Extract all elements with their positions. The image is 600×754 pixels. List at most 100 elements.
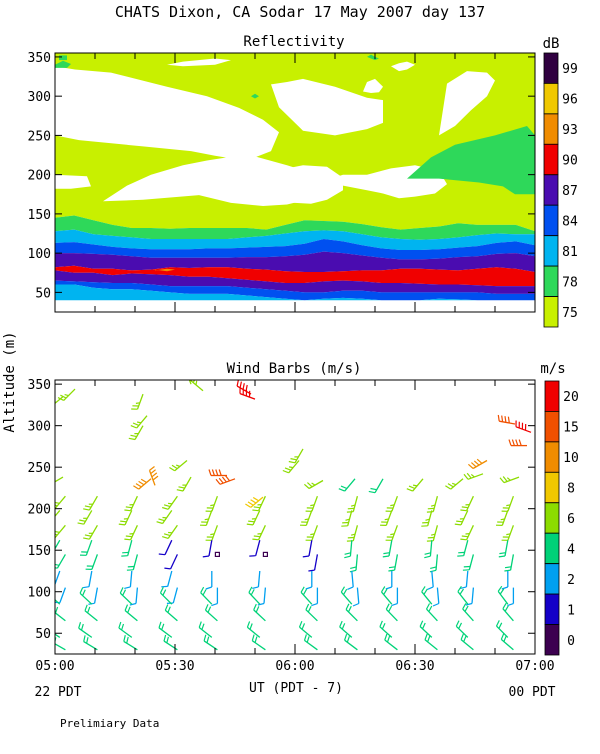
y-tick-label: 200 [28, 503, 51, 518]
wind-colorbar-tick-label: 4 [567, 542, 575, 557]
wind-barb-grid-111 [455, 510, 468, 525]
wind-colorbar-swatch-2 [545, 442, 559, 472]
wind-barb-grid-36 [159, 540, 172, 555]
wind-barb-grid-50 [211, 588, 217, 606]
wind-barb-grid-127 [507, 588, 513, 606]
wind-colorbar-swatch-4 [545, 503, 559, 533]
wind-barb-14 [44, 477, 63, 485]
wind-barb-2 [131, 394, 143, 409]
wind-barb-grid-96 [386, 604, 397, 621]
wind-barb-grid-35 [162, 525, 177, 538]
y-tick-label: 150 [28, 208, 51, 223]
wind-barb-grid-90 [386, 525, 398, 540]
reflectivity-colorbar-unit: dB [543, 36, 560, 52]
wind-barb-grid-47 [203, 540, 212, 557]
wind-barb-grid-68 [306, 525, 318, 540]
wind-barb-grid-21 [84, 635, 98, 649]
reflectivity-colorbar-swatch-5 [544, 205, 558, 235]
y-tick-label: 50 [35, 286, 51, 301]
wind-barb-grid-130 [497, 620, 508, 637]
wind-barb-grid-99 [427, 496, 438, 512]
y-tick-label: 350 [28, 378, 51, 393]
wind-barb-grid-72 [311, 588, 317, 606]
wind-barb-grid-38 [161, 571, 172, 587]
wind-barb-grid-85 [346, 604, 357, 621]
wind-barb-grid-84 [341, 587, 352, 605]
time-axis-left-note: 22 PDT [35, 685, 82, 700]
wind-barb-grid-102 [424, 540, 432, 558]
reflectivity-colorbar-swatch-4 [544, 175, 558, 205]
y-tick-label: 200 [28, 169, 51, 184]
wind-barb-grid-89 [380, 510, 392, 525]
wind-barb-28 [464, 473, 483, 479]
wind-barb-9 [289, 449, 303, 463]
wind-barb-grid-16 [83, 571, 92, 588]
wind-barb-grid-121 [502, 496, 514, 511]
time-axis-label: UT (PDT - 7) [249, 681, 343, 696]
wind-barb-grid-31 [119, 622, 132, 637]
wind-barb-grid-19 [85, 605, 97, 621]
wind-barb-grid-118 [463, 603, 474, 620]
y-tick-label: 150 [28, 544, 51, 559]
x-tick-label: 06:30 [395, 659, 434, 674]
wind-barb-grid-63 [254, 604, 266, 621]
wind-barb-23 [339, 479, 355, 491]
wind-colorbar-tick-label: 10 [563, 451, 579, 466]
wind-barb-6 [191, 375, 203, 391]
wind-barb-grid-15 [86, 554, 98, 569]
wind-barb-22 [304, 481, 323, 489]
wind-barb-1 [58, 389, 75, 400]
reflectivity-colorbar-swatch-3 [544, 144, 558, 174]
wind-barb-grid-37 [164, 554, 177, 569]
wind-barb-grid-106 [422, 586, 432, 604]
wind-barb-grid-48 [215, 552, 219, 556]
wind-barb-grid-112 [460, 525, 473, 540]
y-tick-label: 100 [28, 247, 51, 262]
wind-barb-16 [150, 467, 159, 486]
wind-barb-grid-52 [206, 604, 218, 621]
wind-barb-grid-49 [206, 571, 212, 589]
wind-barb-15 [133, 479, 151, 489]
wind-barb-grid-10 [52, 636, 66, 650]
wind-barb-20 [216, 476, 235, 485]
wind-barb-3 [131, 416, 147, 428]
wind-barb-grid-56 [247, 510, 260, 525]
wind-barb-grid-88 [386, 496, 398, 511]
wind-barb-grid-12 [78, 510, 92, 524]
y-tick-label: 250 [28, 461, 51, 476]
wind-barb-grid-69 [303, 540, 312, 557]
wind-barb-grid-11 [83, 496, 97, 510]
wind-barb-grid-94 [391, 588, 397, 606]
reflectivity-patch-78-2 [59, 55, 67, 60]
wind-barb-grid-103 [430, 554, 438, 571]
y-tick-label: 50 [35, 627, 51, 642]
wind-barb-grid-41 [165, 605, 177, 621]
wind-barb-grid-67 [300, 510, 312, 525]
wind-colorbar-swatch-1 [545, 411, 559, 441]
wind-barb-grid-30 [125, 605, 137, 621]
wind-barb-grid-124 [499, 540, 508, 557]
wind-barb-grid-29 [120, 587, 132, 604]
wind-barb-grid-115 [460, 571, 468, 588]
reflectivity-colorbar-swatch-8 [544, 297, 558, 327]
wind-barb-grid-70 [308, 554, 317, 571]
wind-panel-title: Wind Barbs (m/s) [227, 361, 362, 377]
reflectivity-colorbar-swatch-0 [544, 53, 558, 83]
wind-barb-grid-23 [119, 510, 132, 525]
reflectivity-colorbar-tick-label: 84 [562, 214, 578, 229]
y-tick-label: 250 [28, 129, 51, 144]
wind-barb-grid-61 [258, 588, 266, 605]
wind-barb-grid-32 [124, 635, 138, 650]
wind-barb-25 [407, 479, 423, 491]
wind-barb-grid-82 [347, 571, 353, 589]
wind-barb-grid-83 [353, 588, 359, 606]
wind-barb-grid-45 [200, 510, 212, 525]
wind-barb-grid-78 [341, 510, 352, 526]
reflectivity-colorbar-tick-label: 81 [562, 245, 578, 260]
wind-barb-grid-40 [161, 587, 172, 604]
wind-barb-12 [509, 440, 527, 446]
wind-barb-grid-20 [79, 622, 92, 637]
wind-barb-grid-74 [306, 604, 318, 621]
wind-barb-27 [468, 459, 487, 468]
